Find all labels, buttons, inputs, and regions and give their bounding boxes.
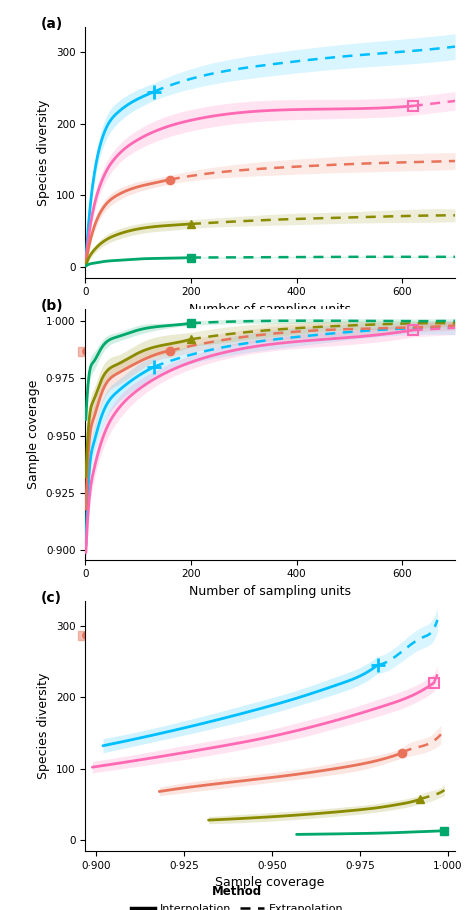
Y-axis label: Species diversity: Species diversity	[37, 99, 50, 206]
Y-axis label: Sample coverage: Sample coverage	[27, 379, 40, 490]
Text: (c): (c)	[41, 591, 62, 604]
X-axis label: Number of sampling units: Number of sampling units	[189, 303, 351, 316]
Legend: h1070 m, h1500 m, h2000 m, h500 m, h50 m: h1070 m, h1500 m, h2000 m, h500 m, h50 m	[73, 345, 401, 363]
Legend: h1070 m, h1500 m, h2000 m, h500 m, h50 m: h1070 m, h1500 m, h2000 m, h500 m, h50 m	[73, 629, 401, 647]
Y-axis label: Species diversity: Species diversity	[37, 672, 50, 779]
X-axis label: Number of sampling units: Number of sampling units	[189, 585, 351, 598]
Text: (a): (a)	[41, 17, 63, 31]
X-axis label: Sample coverage: Sample coverage	[216, 876, 325, 889]
Text: (b): (b)	[41, 299, 64, 313]
